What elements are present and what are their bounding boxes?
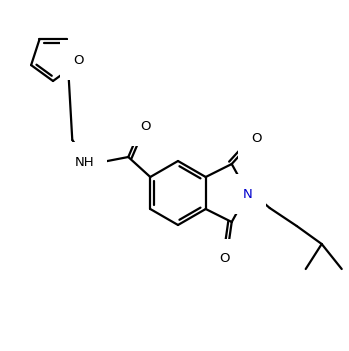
Text: O: O — [74, 54, 84, 67]
Text: NH: NH — [75, 155, 94, 168]
Text: N: N — [243, 187, 253, 200]
Text: O: O — [220, 252, 230, 265]
Text: O: O — [252, 132, 262, 146]
Text: O: O — [140, 119, 150, 132]
